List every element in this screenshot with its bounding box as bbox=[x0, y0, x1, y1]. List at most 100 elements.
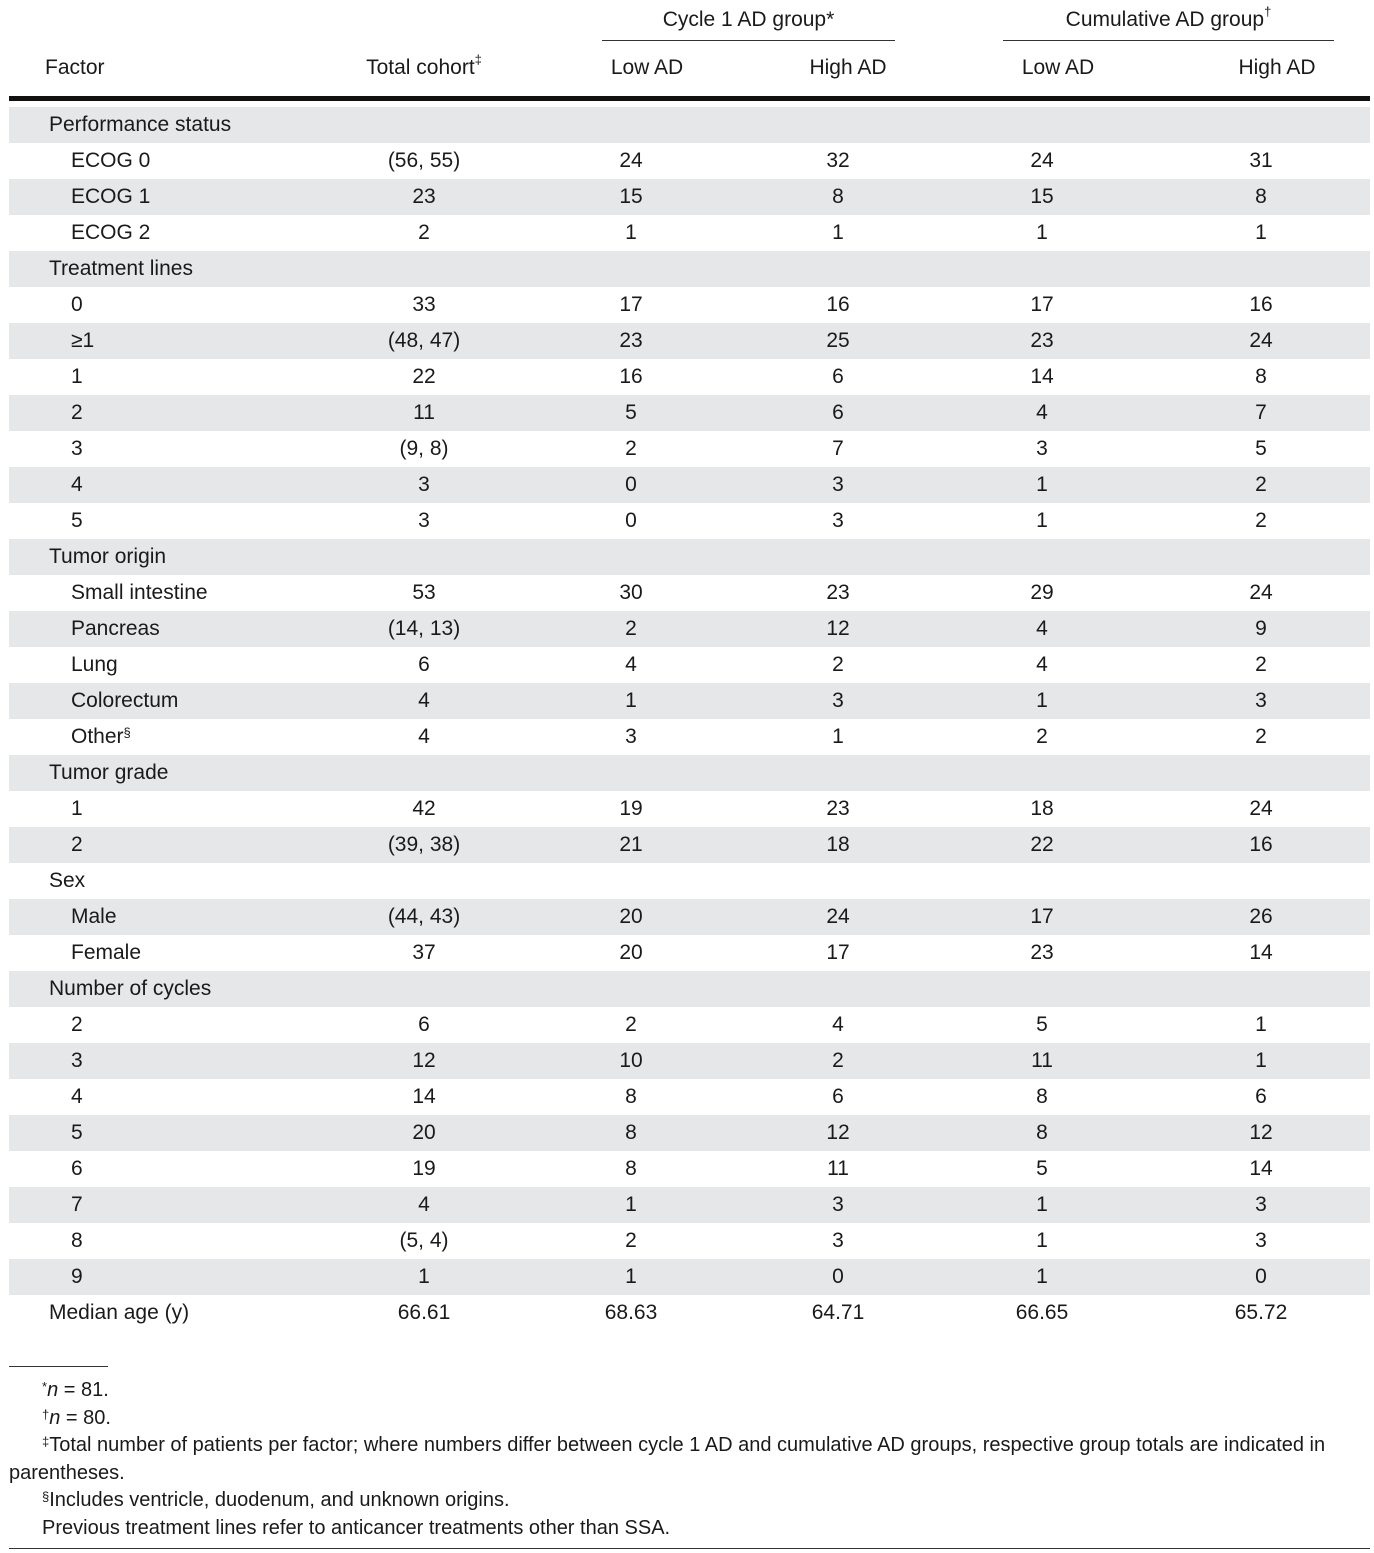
cell-low-ad-cumulative: 2 bbox=[1036, 725, 1048, 748]
cell-low-ad-cycle1: 2 bbox=[625, 617, 637, 640]
cell-high-ad-cycle1: 4 bbox=[832, 1013, 844, 1036]
cell-high-ad-cumulative bbox=[1181, 863, 1341, 899]
cell-total bbox=[344, 755, 504, 791]
cell-total: 66.61 bbox=[397, 1301, 451, 1324]
cell-low-ad-cycle1: 1 bbox=[625, 1265, 637, 1288]
footnote-n-80: †n = 80. bbox=[9, 1405, 1370, 1433]
row-label-text: 5 bbox=[71, 1121, 83, 1144]
row-label-text: 7 bbox=[71, 1193, 83, 1216]
cell-total: (44, 43) bbox=[387, 905, 461, 928]
row-label-text: 3 bbox=[71, 437, 83, 460]
cell-total: 11 bbox=[413, 401, 435, 424]
row-label: ≥1 bbox=[9, 323, 94, 359]
cell-low-ad-cumulative: 29 bbox=[1030, 581, 1054, 604]
footnote-n-80-mark: † bbox=[42, 1406, 50, 1422]
cell-total: 4 bbox=[418, 689, 430, 712]
cell-high-ad-cycle1: 0 bbox=[832, 1265, 844, 1288]
cell-high-ad-cumulative: 8 bbox=[1255, 365, 1267, 388]
row-label-text: 4 bbox=[71, 1085, 83, 1108]
cell-total: 6 bbox=[418, 1013, 430, 1036]
cell-low-ad-cycle1: 8 bbox=[625, 1085, 637, 1108]
cell-total: 23 bbox=[412, 185, 436, 208]
row-label-text: Treatment lines bbox=[49, 257, 193, 280]
row-label-text: ECOG 1 bbox=[71, 185, 151, 208]
table-row-category: Tumor origin bbox=[9, 539, 1370, 575]
table-row: 3 12 10 2 11 1 bbox=[9, 1043, 1370, 1079]
cell-total: 20 bbox=[412, 1121, 436, 1144]
cell-low-ad-cycle1: 1 bbox=[625, 1193, 637, 1216]
cell-low-ad-cumulative: 4 bbox=[1036, 617, 1048, 640]
table-row: 2 6 2 4 5 1 bbox=[9, 1007, 1370, 1043]
cell-total: (39, 38) bbox=[387, 833, 461, 856]
row-label: ECOG 2 bbox=[9, 215, 150, 251]
row-label: ECOG 1 bbox=[9, 179, 150, 215]
cell-high-ad-cycle1: 3 bbox=[832, 473, 844, 496]
cell-low-ad-cycle1: 23 bbox=[619, 329, 643, 352]
group-header-cycle1-mark: * bbox=[826, 8, 835, 31]
table-row: Lung 6 4 2 4 2 bbox=[9, 647, 1370, 683]
cell-total: (14, 13) bbox=[387, 617, 461, 640]
cell-high-ad-cumulative: 0 bbox=[1255, 1265, 1267, 1288]
cell-total bbox=[344, 863, 504, 899]
cell-low-ad-cumulative bbox=[962, 539, 1122, 575]
row-label: 5 bbox=[9, 1115, 83, 1151]
row-label-text: 8 bbox=[71, 1229, 83, 1252]
footnote-total: ‡Total number of patients per factor; wh… bbox=[9, 1432, 1370, 1487]
table-row: 5 20 8 12 8 12 bbox=[9, 1115, 1370, 1151]
row-label: Lung bbox=[9, 647, 118, 683]
cell-high-ad-cumulative: 1 bbox=[1255, 1049, 1267, 1072]
cell-high-ad-cycle1 bbox=[758, 107, 918, 143]
cell-high-ad-cumulative: 65.72 bbox=[1234, 1301, 1288, 1324]
table-row: 0 33 17 16 17 16 bbox=[9, 287, 1370, 323]
cell-low-ad-cumulative bbox=[962, 971, 1122, 1007]
cell-high-ad-cumulative: 16 bbox=[1249, 833, 1273, 856]
row-label: 6 bbox=[9, 1151, 83, 1187]
cell-high-ad-cumulative: 7 bbox=[1255, 401, 1267, 424]
cell-low-ad-cycle1: 4 bbox=[625, 653, 637, 676]
table-row-category: Sex bbox=[9, 863, 1370, 899]
cell-low-ad-cycle1: 2 bbox=[625, 437, 637, 460]
table-row-category: Tumor grade bbox=[9, 755, 1370, 791]
row-label-text: ≥1 bbox=[71, 329, 95, 352]
cell-low-ad-cumulative: 1 bbox=[1036, 473, 1048, 496]
cell-low-ad-cycle1: 3 bbox=[625, 725, 637, 748]
cell-high-ad-cumulative: 2 bbox=[1255, 509, 1267, 532]
cell-low-ad-cumulative: 1 bbox=[1036, 689, 1048, 712]
row-label-text: ECOG 0 bbox=[71, 149, 151, 172]
cell-total: (5, 4) bbox=[399, 1229, 449, 1252]
cell-high-ad-cumulative bbox=[1181, 107, 1341, 143]
footnote-total-text: Total number of patients per factor; whe… bbox=[9, 1434, 1326, 1484]
cell-high-ad-cumulative bbox=[1181, 755, 1341, 791]
row-label: 5 bbox=[9, 503, 83, 539]
cell-high-ad-cycle1: 3 bbox=[832, 689, 844, 712]
cell-high-ad-cumulative: 6 bbox=[1255, 1085, 1267, 1108]
row-label-text: Lung bbox=[71, 653, 118, 676]
cell-low-ad-cycle1 bbox=[551, 863, 711, 899]
cell-high-ad-cycle1: 24 bbox=[826, 905, 850, 928]
group-rule-cycle1 bbox=[602, 40, 895, 41]
cell-low-ad-cumulative: 22 bbox=[1030, 833, 1054, 856]
row-label: 2 bbox=[9, 395, 83, 431]
cell-high-ad-cumulative: 3 bbox=[1255, 689, 1267, 712]
cell-high-ad-cycle1: 7 bbox=[832, 437, 844, 460]
table-row: Female 37 20 17 23 14 bbox=[9, 935, 1370, 971]
bottom-rule bbox=[9, 1548, 1370, 1549]
footnote-n-80-var: n bbox=[49, 1406, 61, 1429]
row-label-text: 2 bbox=[71, 401, 83, 424]
cell-low-ad-cycle1: 0 bbox=[625, 509, 637, 532]
table-row-category: Performance status bbox=[9, 107, 1370, 143]
cell-low-ad-cumulative: 8 bbox=[1036, 1085, 1048, 1108]
cell-high-ad-cycle1: 3 bbox=[832, 1193, 844, 1216]
cell-high-ad-cumulative bbox=[1181, 251, 1341, 287]
row-label-text: ECOG 2 bbox=[71, 221, 151, 244]
cell-high-ad-cumulative: 2 bbox=[1255, 473, 1267, 496]
footnote-n-81: *n = 81. bbox=[9, 1377, 1370, 1405]
table-row: 8 (5, 4) 2 3 1 3 bbox=[9, 1223, 1370, 1259]
cell-low-ad-cumulative: 11 bbox=[1031, 1049, 1053, 1072]
row-label: 2 bbox=[9, 1007, 83, 1043]
cell-low-ad-cumulative bbox=[962, 863, 1122, 899]
cell-low-ad-cumulative: 15 bbox=[1030, 185, 1054, 208]
column-header-low-ad-cycle1: Low AD bbox=[610, 56, 684, 79]
table-row: 3 (9, 8) 2 7 3 5 bbox=[9, 431, 1370, 467]
cell-low-ad-cumulative: 5 bbox=[1036, 1013, 1048, 1036]
